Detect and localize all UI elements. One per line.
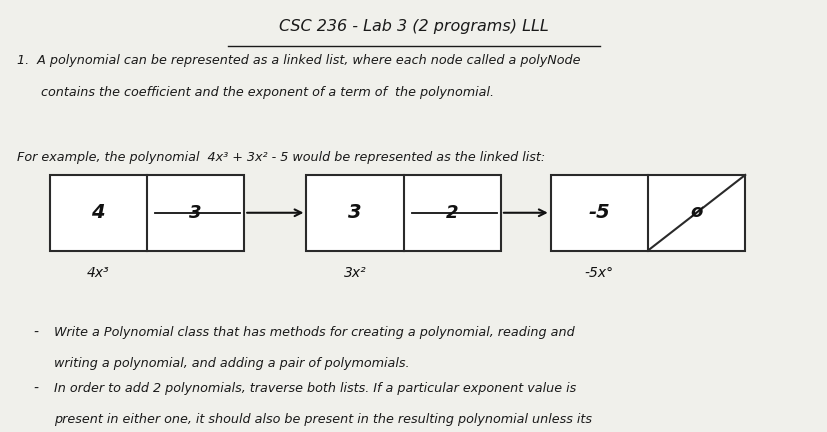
Text: 3x²: 3x² — [343, 266, 366, 280]
Text: 4x³: 4x³ — [87, 266, 109, 280]
Text: CSC 236 - Lab 3 (2 programs) LLL: CSC 236 - Lab 3 (2 programs) LLL — [279, 19, 548, 35]
Text: ø: ø — [690, 204, 702, 222]
Text: For example, the polynomial  4x³ + 3x² - 5 would be represented as the linked li: For example, the polynomial 4x³ + 3x² - … — [17, 151, 544, 164]
FancyBboxPatch shape — [306, 175, 500, 251]
Text: 4: 4 — [92, 203, 105, 222]
Text: present in either one, it should also be present in the resulting polynomial unl: present in either one, it should also be… — [54, 413, 591, 426]
Text: Write a Polynomial class that has methods for creating a polynomial, reading and: Write a Polynomial class that has method… — [54, 326, 574, 339]
Text: -5x°: -5x° — [584, 266, 613, 280]
Text: -: - — [33, 382, 38, 396]
Text: 3: 3 — [348, 203, 361, 222]
Text: contains the coefficient and the exponent of a term of  the polynomial.: contains the coefficient and the exponen… — [17, 86, 493, 99]
Text: -: - — [33, 326, 38, 340]
Text: 3: 3 — [189, 204, 202, 222]
Text: -5: -5 — [588, 203, 609, 222]
Text: 1.  A polynomial can be represented as a linked list, where each node called a p: 1. A polynomial can be represented as a … — [17, 54, 580, 67]
Text: writing a polynomial, and adding a pair of polymomials.: writing a polynomial, and adding a pair … — [54, 357, 409, 370]
FancyBboxPatch shape — [550, 175, 744, 251]
Text: In order to add 2 polynomials, traverse both lists. If a particular exponent val: In order to add 2 polynomials, traverse … — [54, 382, 576, 395]
Text: 2: 2 — [446, 204, 458, 222]
FancyBboxPatch shape — [50, 175, 244, 251]
